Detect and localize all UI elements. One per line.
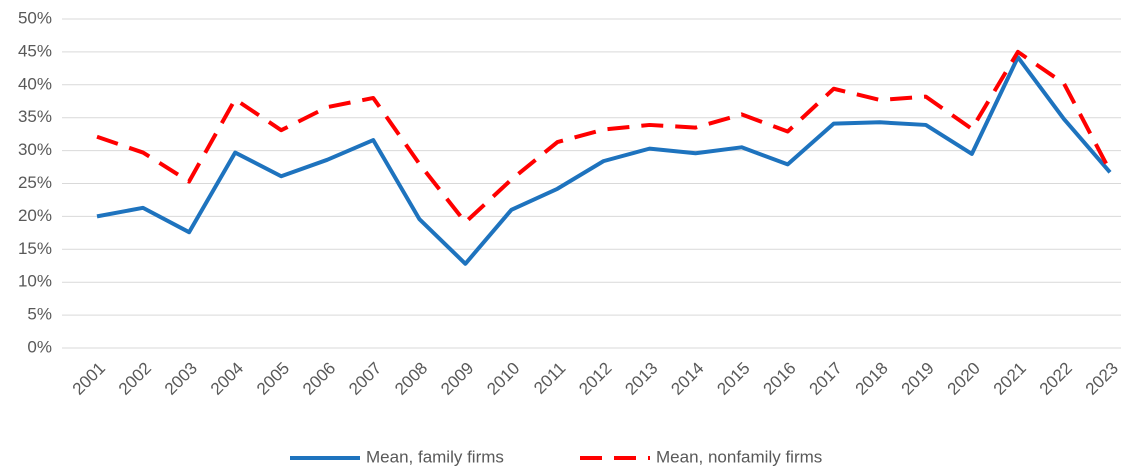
- x-tick-label: 2009: [437, 359, 477, 399]
- x-tick-label: 2015: [713, 359, 753, 399]
- x-tick-label: 2020: [944, 359, 984, 399]
- x-tick-label: 2011: [530, 359, 569, 398]
- x-tick-label: 2005: [253, 359, 293, 399]
- x-tick-label: 2001: [69, 359, 109, 399]
- x-tick-label: 2019: [898, 359, 938, 399]
- x-tick-label: 2021: [990, 359, 1030, 399]
- line-series: [96, 55, 1112, 266]
- y-tick-label: 20%: [18, 206, 52, 225]
- x-tick-label: 2012: [575, 359, 615, 399]
- y-tick-label: 40%: [18, 74, 52, 93]
- x-tick-label: 2004: [207, 359, 247, 399]
- x-tick-label: 2013: [621, 359, 661, 399]
- y-tick-label: 35%: [18, 107, 52, 126]
- x-tick-label: 2022: [1036, 359, 1076, 399]
- legend-item: Mean, nonfamily firms: [580, 447, 822, 466]
- x-tick-label: 2003: [161, 359, 201, 399]
- x-tick-label: 2006: [299, 359, 339, 399]
- line-series: [96, 49, 1112, 225]
- x-tick-label: 2014: [667, 359, 707, 399]
- x-tick-label: 2023: [1082, 359, 1121, 399]
- x-tick-label: 2007: [345, 359, 385, 399]
- y-tick-label: 50%: [18, 8, 52, 27]
- x-tick-label: 2017: [806, 359, 846, 399]
- y-tick-label: 25%: [18, 173, 52, 192]
- x-tick-label: 2002: [115, 359, 155, 399]
- x-tick-label: 2010: [483, 359, 523, 399]
- x-tick-label: 2008: [391, 359, 431, 399]
- y-tick-label: 5%: [27, 305, 52, 324]
- y-tick-label: 30%: [18, 140, 52, 159]
- x-tick-label: 2016: [759, 359, 799, 399]
- legend-item: Mean, family firms: [290, 447, 504, 466]
- y-tick-label: 0%: [27, 337, 52, 356]
- legend-label: Mean, nonfamily firms: [656, 447, 822, 466]
- y-tick-label: 10%: [18, 272, 52, 291]
- x-tick-label: 2018: [852, 359, 892, 399]
- legend-label: Mean, family firms: [366, 447, 504, 466]
- y-tick-label: 45%: [18, 41, 52, 60]
- y-tick-label: 15%: [18, 239, 52, 258]
